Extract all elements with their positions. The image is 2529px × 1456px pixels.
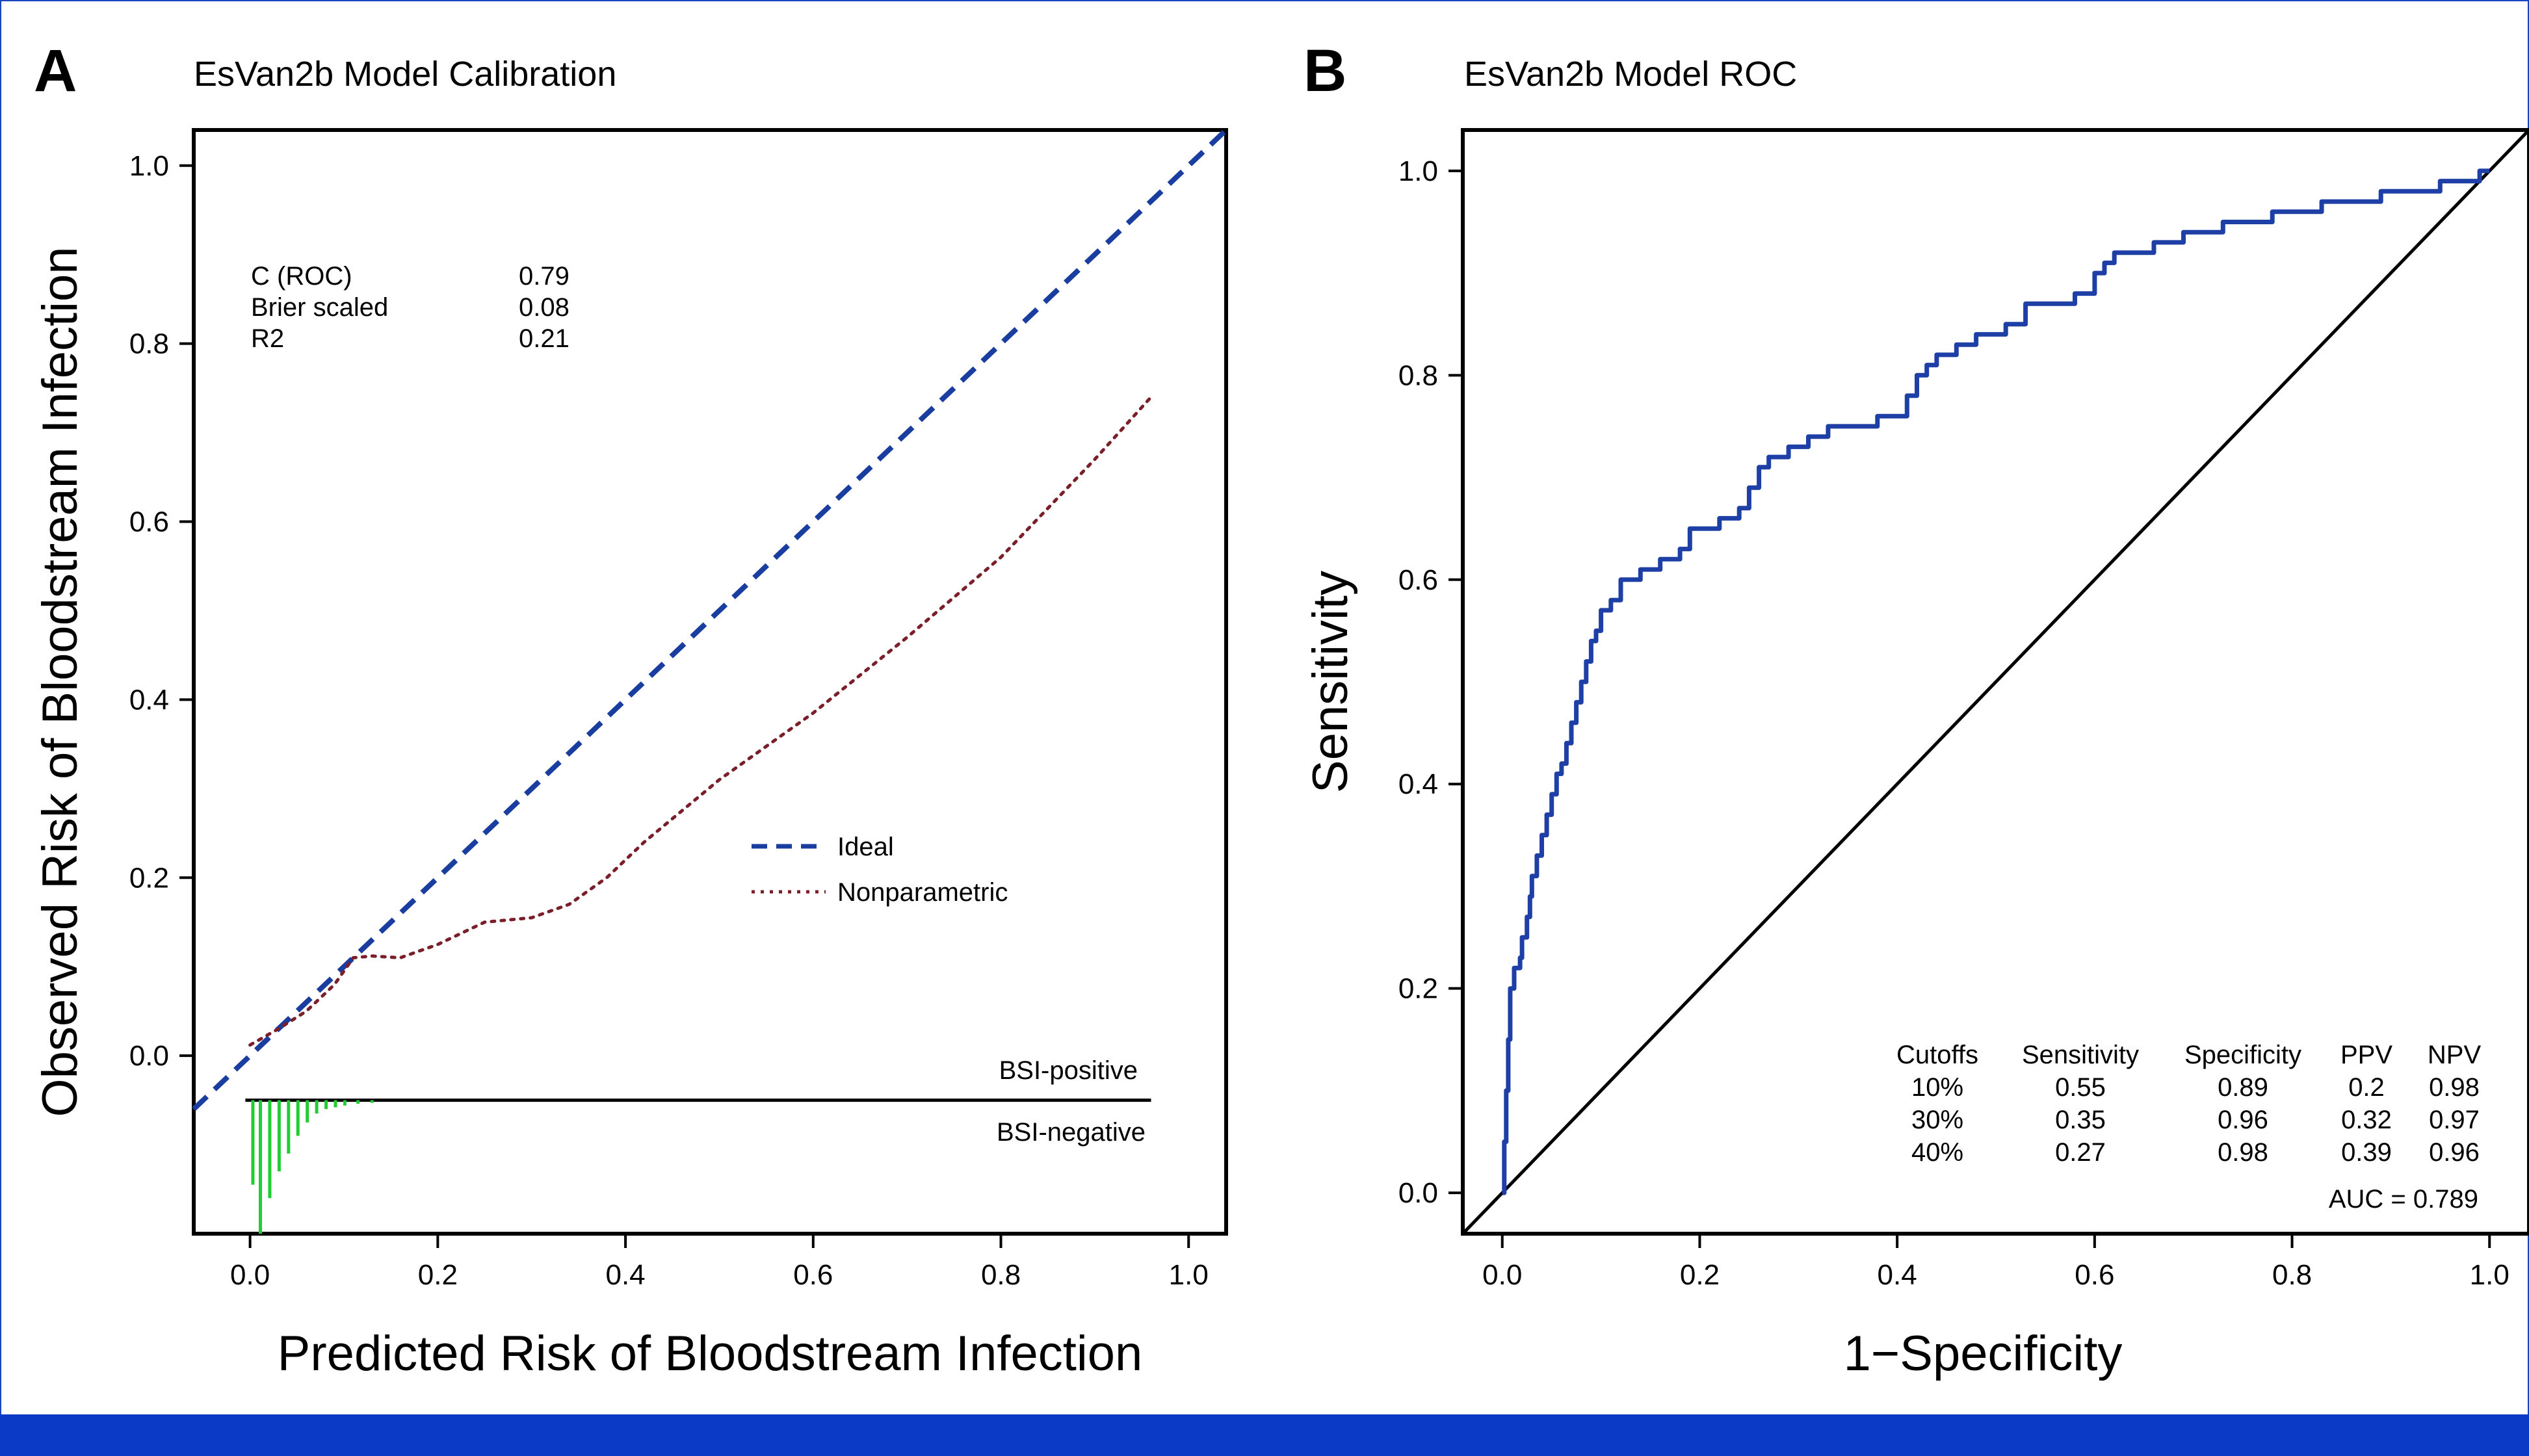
calibration-y-tick-label: 0.0 bbox=[129, 1040, 169, 1072]
roc-y-tick-label: 0.6 bbox=[1398, 564, 1438, 596]
roc-cutoff-table: Cutoffs Sensitivity Specificity PPV NPV … bbox=[1896, 1041, 2481, 1214]
table-cell: 0.55 bbox=[2055, 1073, 2106, 1102]
panel-b-title: EsVan2b Model ROC bbox=[1464, 55, 1797, 94]
table-header: PPV bbox=[2340, 1041, 2392, 1069]
stat-value: 0.79 bbox=[519, 262, 570, 291]
roc-axes: 0.0 0.2 0.4 0.6 0.8 1.0 0.0 0.2 0.4 0.6 0.8 1.0 bbox=[1398, 155, 2509, 1291]
calibration-stats: C (ROC) 0.79 Brier scaled 0.08 R2 0.21 bbox=[251, 262, 570, 353]
stat-label: C (ROC) bbox=[251, 262, 352, 291]
auc-label: AUC = 0.789 bbox=[2329, 1185, 2478, 1214]
table-header: Specificity bbox=[2184, 1041, 2301, 1069]
roc-x-axis-label: 1−Specificity bbox=[1844, 1326, 2123, 1381]
table-cell: 0.89 bbox=[2218, 1073, 2268, 1102]
legend-ideal-label: Ideal bbox=[837, 833, 894, 861]
roc-x-tick-label: 1.0 bbox=[2470, 1259, 2509, 1291]
bottom-band bbox=[0, 1414, 2529, 1456]
roc-curve bbox=[1502, 168, 2490, 1195]
stat-value: 0.21 bbox=[519, 324, 570, 353]
bsi-positive-label: BSI-positive bbox=[999, 1056, 1138, 1085]
roc-x-tick-label: 0.0 bbox=[1482, 1259, 1522, 1291]
calibration-x-tick-label: 0.8 bbox=[981, 1259, 1021, 1291]
roc-x-tick-label: 0.8 bbox=[2272, 1259, 2312, 1291]
panel-a-title: EsVan2b Model Calibration bbox=[194, 55, 616, 94]
calibration-y-tick-label: 1.0 bbox=[129, 150, 169, 182]
roc-x-tick-label: 0.4 bbox=[1878, 1259, 1917, 1291]
calibration-series bbox=[192, 128, 1228, 1234]
roc-y-tick-label: 1.0 bbox=[1398, 155, 1438, 187]
roc-plot-frame bbox=[1461, 128, 2529, 1236]
table-header: Cutoffs bbox=[1896, 1041, 1978, 1069]
calibration-y-tick-label: 0.8 bbox=[129, 328, 169, 360]
table-header: Sensitivity bbox=[2022, 1041, 2139, 1069]
reference-diagonal-line bbox=[1461, 129, 2529, 1235]
calibration-x-tick-label: 0.6 bbox=[793, 1259, 833, 1291]
calibration-x-tick-label: 0.4 bbox=[605, 1259, 645, 1291]
table-header: NPV bbox=[2428, 1041, 2482, 1069]
roc-y-tick-label: 0.2 bbox=[1398, 973, 1438, 1005]
stat-label: Brier scaled bbox=[251, 293, 388, 322]
roc-x-tick-label: 0.6 bbox=[2075, 1259, 2114, 1291]
roc-x-tick-label: 0.2 bbox=[1680, 1259, 1720, 1291]
table-cell: 0.98 bbox=[2429, 1073, 2480, 1102]
stat-value: 0.08 bbox=[519, 293, 570, 322]
panel-b-letter: B bbox=[1304, 38, 1346, 104]
legend-nonparametric-label: Nonparametric bbox=[837, 878, 1008, 907]
roc-y-tick-label: 0.4 bbox=[1398, 768, 1438, 800]
table-cell: 0.2 bbox=[2348, 1073, 2385, 1102]
table-cell: 30% bbox=[1911, 1106, 1963, 1134]
roc-y-tick-label: 0.8 bbox=[1398, 359, 1438, 391]
table-cell: 10% bbox=[1911, 1073, 1963, 1102]
nonparametric-line bbox=[248, 395, 1153, 1047]
table-cell: 40% bbox=[1911, 1138, 1963, 1167]
calibration-x-axis-label: Predicted Risk of Bloodstream Infection bbox=[278, 1326, 1143, 1381]
table-cell: 0.27 bbox=[2055, 1138, 2106, 1167]
table-cell: 0.96 bbox=[2218, 1106, 2268, 1134]
stat-label: R2 bbox=[251, 324, 284, 353]
calibration-axes: 0.0 0.2 0.4 0.6 0.8 1.0 0.0 0.2 0.4 0.6 0.8 1.0 bbox=[129, 150, 1209, 1291]
table-cell: 0.39 bbox=[2341, 1138, 2392, 1167]
calibration-y-tick-label: 0.4 bbox=[129, 684, 169, 716]
table-cell: 0.35 bbox=[2055, 1106, 2106, 1134]
roc-y-tick-label: 0.0 bbox=[1398, 1177, 1438, 1209]
calibration-y-tick-label: 0.2 bbox=[129, 862, 169, 894]
table-cell: 0.98 bbox=[2218, 1138, 2268, 1167]
calibration-x-tick-label: 0.0 bbox=[230, 1259, 270, 1291]
calibration-legend: Ideal Nonparametric bbox=[752, 833, 1008, 907]
table-cell: 0.96 bbox=[2429, 1138, 2480, 1167]
table-cell: 0.32 bbox=[2341, 1106, 2392, 1134]
calibration-x-tick-label: 0.2 bbox=[418, 1259, 458, 1291]
ideal-line bbox=[192, 128, 1228, 1112]
table-cell: 0.97 bbox=[2429, 1106, 2480, 1134]
calibration-y-axis-label: Observed Risk of Bloodstream Infection bbox=[33, 246, 88, 1117]
calibration-y-tick-label: 0.6 bbox=[129, 506, 169, 538]
roc-series bbox=[1461, 129, 2529, 1235]
roc-y-axis-label: Sensitivity bbox=[1303, 571, 1358, 793]
panel-a-letter: A bbox=[34, 38, 77, 104]
calibration-plot-frame bbox=[192, 128, 1228, 1236]
bsi-negative-label: BSI-negative bbox=[997, 1118, 1146, 1147]
calibration-x-tick-label: 1.0 bbox=[1169, 1259, 1209, 1291]
